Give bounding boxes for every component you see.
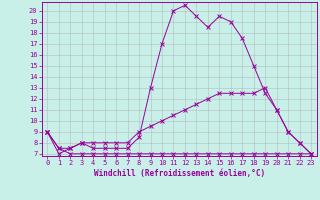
X-axis label: Windchill (Refroidissement éolien,°C): Windchill (Refroidissement éolien,°C) — [94, 169, 265, 178]
